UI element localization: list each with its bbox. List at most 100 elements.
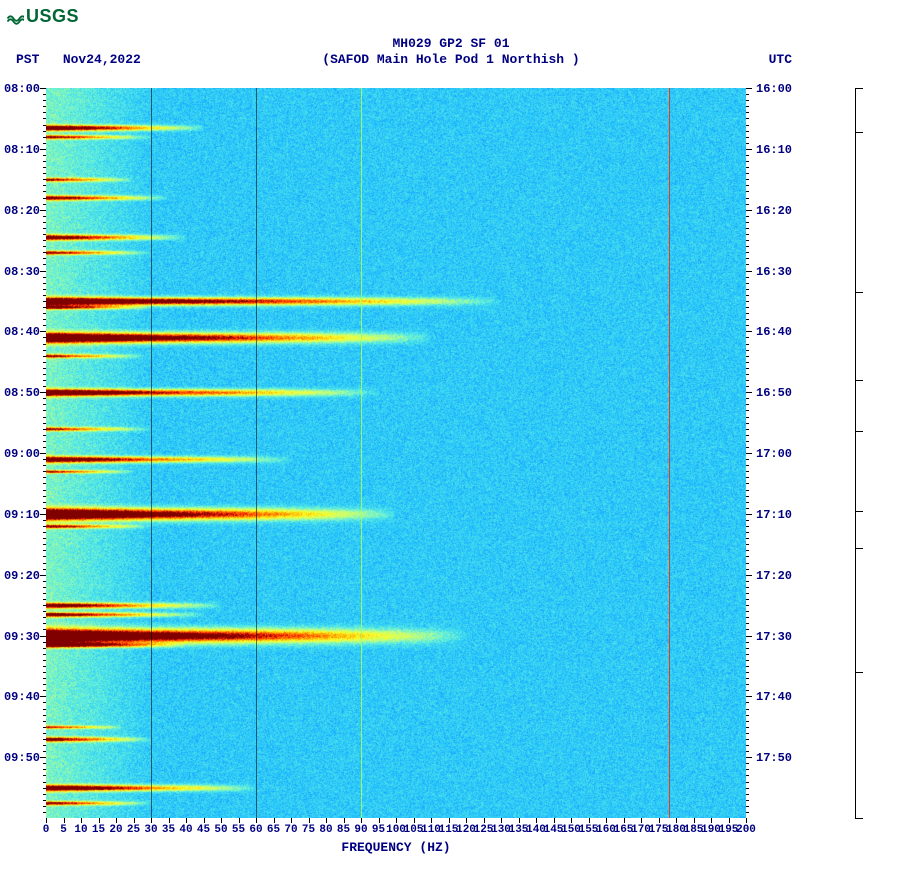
xtick-mark (589, 818, 590, 823)
ytick-left-minor (43, 319, 46, 320)
xtick-label: 5 (60, 824, 67, 836)
ytick-right-minor (746, 94, 749, 95)
ytick-right-minor (746, 167, 749, 168)
xtick-label: 65 (267, 824, 280, 836)
ytick-left-minor (43, 465, 46, 466)
ytick-right-minor (746, 727, 749, 728)
ytick-right-minor (746, 715, 749, 716)
ytick-left-minor (43, 739, 46, 740)
ytick-left-minor (43, 812, 46, 813)
ytick-right-minor (746, 131, 749, 132)
ytick-left-minor (43, 228, 46, 229)
ytick-left-label: 08:10 (4, 143, 40, 157)
ytick-right-minor (746, 125, 749, 126)
ytick-right-minor (746, 112, 749, 113)
xtick-mark (204, 818, 205, 823)
ytick-right-minor (746, 502, 749, 503)
ytick-left-minor (43, 246, 46, 247)
ytick-right-minor (746, 325, 749, 326)
ytick-right-minor (746, 654, 749, 655)
ytick-right-mark (746, 331, 752, 332)
ytick-left-mark (40, 271, 46, 272)
sidebar-tick (855, 511, 863, 512)
ytick-left-minor (43, 654, 46, 655)
ytick-left-minor (43, 459, 46, 460)
xtick-mark (151, 818, 152, 823)
ytick-left-minor (43, 404, 46, 405)
ytick-right-minor (746, 721, 749, 722)
ytick-right-minor (746, 538, 749, 539)
ytick-left-minor (43, 435, 46, 436)
ytick-left-minor (43, 593, 46, 594)
ytick-left-minor (43, 204, 46, 205)
xtick-mark (606, 818, 607, 823)
xtick-label: 25 (127, 824, 140, 836)
ytick-left-minor (43, 167, 46, 168)
ytick-left-label: 08:20 (4, 204, 40, 218)
ytick-right-minor (746, 788, 749, 789)
ytick-left-minor (43, 666, 46, 667)
timezone-left: PST Nov24,2022 (16, 52, 141, 67)
ytick-left-minor (43, 715, 46, 716)
xtick-mark (554, 818, 555, 823)
ytick-left-minor (43, 556, 46, 557)
ytick-left-minor (43, 410, 46, 411)
ytick-left-minor (43, 769, 46, 770)
ytick-right-minor (746, 629, 749, 630)
ytick-right-minor (746, 465, 749, 466)
sidebar-tick (855, 672, 863, 673)
ytick-left-mark (40, 696, 46, 697)
ytick-left-minor (43, 137, 46, 138)
ytick-right-minor (746, 283, 749, 284)
ytick-right-minor (746, 623, 749, 624)
xtick-label: 55 (232, 824, 245, 836)
ytick-left-mark (40, 210, 46, 211)
ytick-left-minor (43, 344, 46, 345)
ytick-left-minor (43, 295, 46, 296)
ytick-right-minor (746, 483, 749, 484)
ytick-left-minor (43, 417, 46, 418)
ytick-left-minor (43, 502, 46, 503)
sidebar-vline (855, 88, 856, 818)
xtick-mark (624, 818, 625, 823)
ytick-right-minor (746, 295, 749, 296)
ytick-right-minor (746, 520, 749, 521)
xtick-label: 85 (337, 824, 350, 836)
ytick-right-minor (746, 648, 749, 649)
ytick-left-minor (43, 690, 46, 691)
ytick-left-minor (43, 386, 46, 387)
ytick-right-minor (746, 344, 749, 345)
ytick-left-minor (43, 477, 46, 478)
ytick-right-minor (746, 264, 749, 265)
xtick-mark (414, 818, 415, 823)
ytick-right-minor (746, 544, 749, 545)
ytick-right-minor (746, 191, 749, 192)
ytick-right-mark (746, 636, 752, 637)
ytick-right-minor (746, 739, 749, 740)
ytick-left-minor (43, 283, 46, 284)
xtick-mark (99, 818, 100, 823)
xtick-mark (309, 818, 310, 823)
ytick-left-minor (43, 325, 46, 326)
ytick-left-minor (43, 264, 46, 265)
ytick-left-mark (40, 149, 46, 150)
title-line-1: MH029 GP2 SF 01 (0, 36, 902, 52)
ytick-right-minor (746, 477, 749, 478)
xtick-label: 70 (284, 824, 297, 836)
xtick-mark (466, 818, 467, 823)
ytick-right-minor (746, 563, 749, 564)
ytick-right-minor (746, 429, 749, 430)
xtick-mark (431, 818, 432, 823)
ytick-left-minor (43, 447, 46, 448)
ytick-left-minor (43, 258, 46, 259)
ytick-right-label: 16:20 (756, 204, 792, 218)
ytick-right-minor (746, 313, 749, 314)
xtick-mark (711, 818, 712, 823)
ytick-left-minor (43, 709, 46, 710)
ytick-right-minor (746, 733, 749, 734)
ytick-right-minor (746, 447, 749, 448)
ytick-right-minor (746, 599, 749, 600)
ytick-right-minor (746, 137, 749, 138)
xtick-mark (449, 818, 450, 823)
ytick-right-minor (746, 556, 749, 557)
